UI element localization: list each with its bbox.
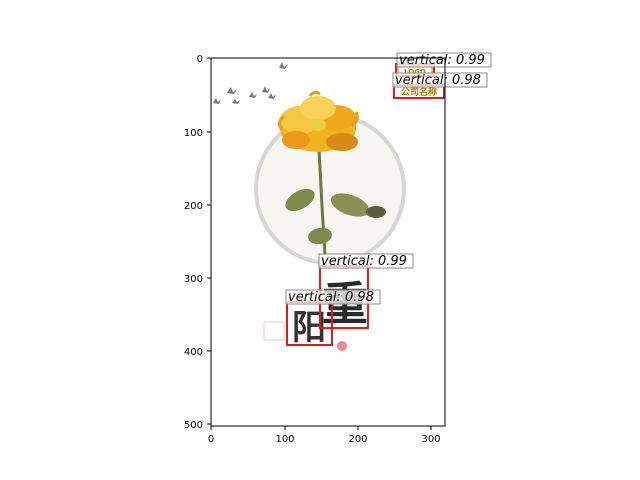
poster-image: 重 阳 LOGO 公司名称: [211, 58, 445, 426]
detection-label: vertical: 0.98: [288, 290, 374, 305]
x-tick-label: 300: [421, 434, 440, 445]
detection-label: vertical: 0.99: [399, 53, 485, 68]
birds-illustration: [213, 62, 288, 104]
y-tick-label: 200: [184, 201, 203, 212]
y-tick-label: 0: [197, 54, 203, 65]
axes-frame: [210, 57, 446, 427]
chrysanthemum-flower: [277, 90, 359, 152]
y-axis: 0 100 200 300 400 500: [184, 54, 211, 431]
logo-text: LOGO: [404, 68, 426, 76]
x-tick-label: 100: [275, 434, 294, 445]
seal-dot: [337, 341, 347, 351]
detection-label: vertical: 0.99: [321, 254, 407, 269]
y-tick-label: 100: [184, 128, 203, 139]
x-axis: 0 100 200 300: [208, 426, 441, 445]
detection-labels: vertical: 0.99 vertical: 0.98 vertical: …: [285, 52, 492, 305]
x-tick-label: 0: [208, 434, 214, 445]
y-tick-label: 400: [184, 347, 203, 358]
x-tick-label: 200: [348, 434, 367, 445]
detection-label: vertical: 0.98: [395, 73, 481, 88]
faint-stamp: [263, 321, 285, 341]
y-tick-label: 500: [184, 420, 203, 431]
company-name-text: 公司名称: [401, 86, 437, 98]
y-tick-label: 300: [184, 274, 203, 285]
